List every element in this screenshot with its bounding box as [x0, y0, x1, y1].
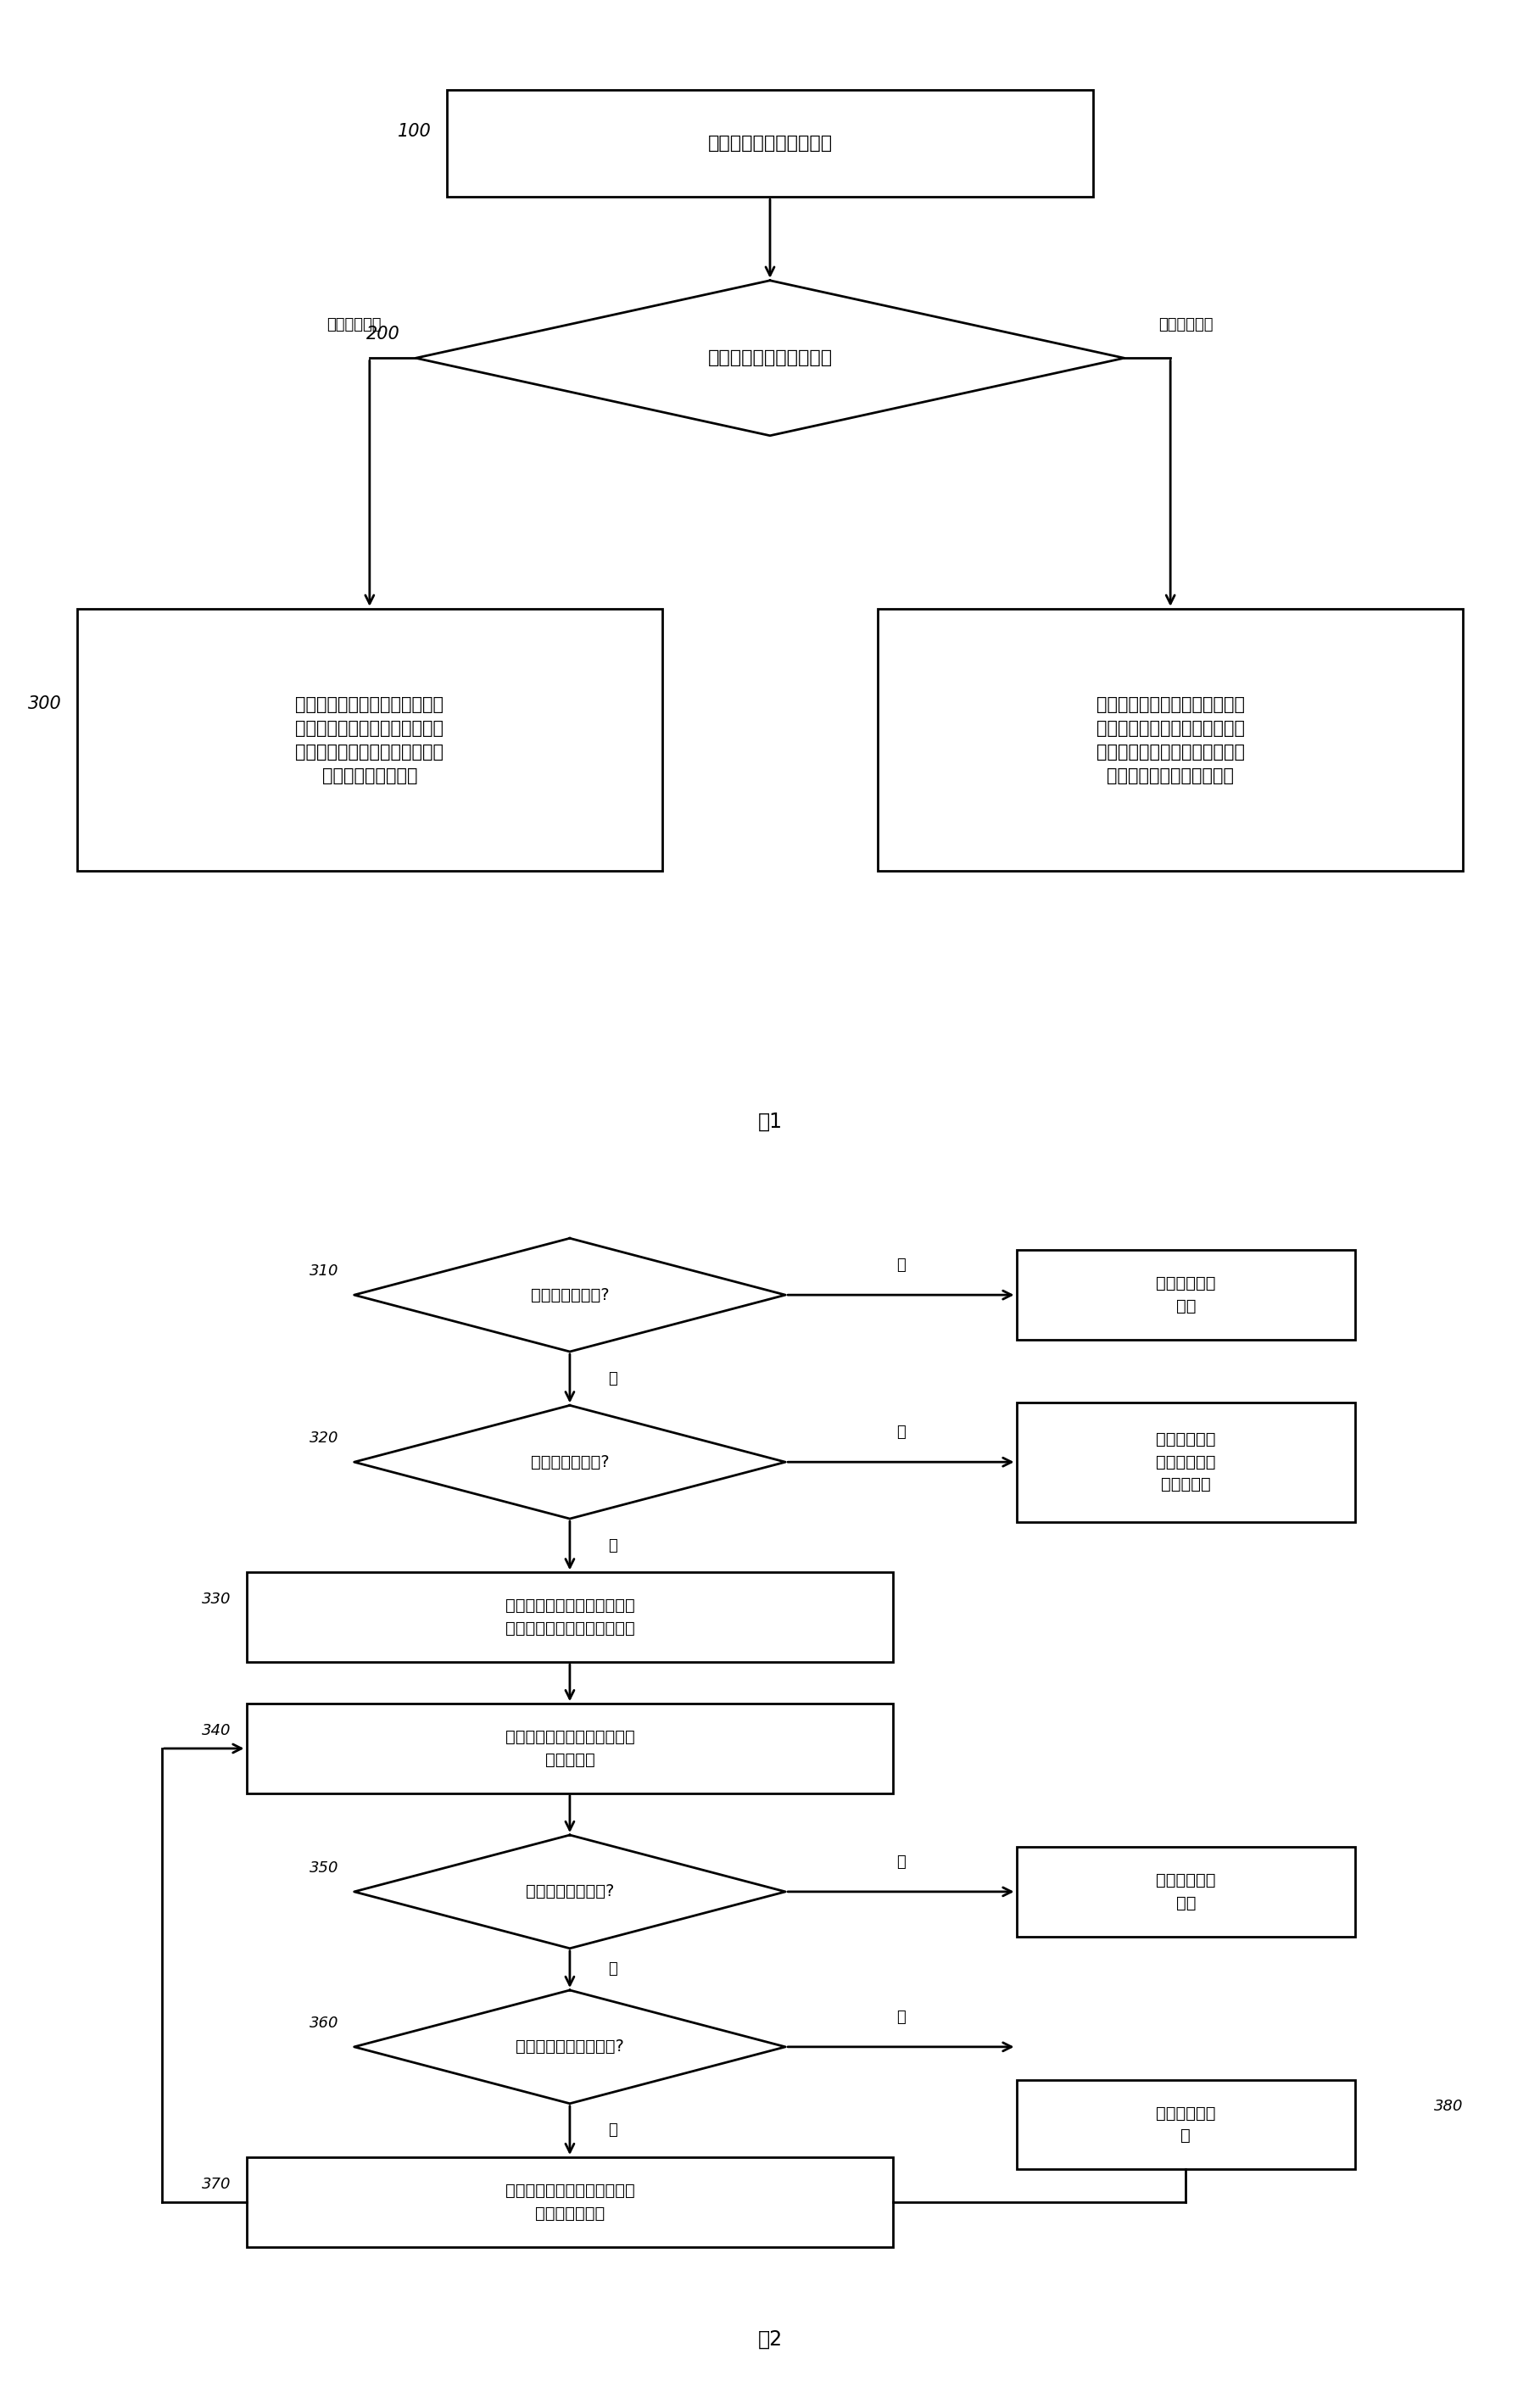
- Text: 已尝试过所有上层节点?: 已尝试过所有上层节点?: [516, 2038, 624, 2055]
- Polygon shape: [416, 279, 1124, 437]
- Bar: [246, 2158, 893, 2246]
- Text: 更新上行路由
表: 更新上行路由 表: [1157, 2105, 1215, 2144]
- Text: 节点检查该节点维护的上行路由
表并从中选择一个上层节点作为
中继节点，将存储的数据分组发
送给选中的上层节点: 节点检查该节点维护的上行路由 表并从中选择一个上层节点作为 中继节点，将存储的数…: [296, 697, 444, 783]
- Text: 340: 340: [202, 1723, 231, 1738]
- Text: 图2: 图2: [758, 2330, 782, 2349]
- Text: 节点检查上行路由表并从中选
择一个上层节点作为中继节点: 节点检查上行路由表并从中选 择一个上层节点作为中继节点: [505, 1597, 634, 1637]
- Text: 否: 否: [608, 2122, 618, 2139]
- Text: 节点检查该节点维护的下行路由
表并从中选取一条到达目的节点
的路径，节点沿着选中的路径将
数据分组发送给下一跳节点: 节点检查该节点维护的下行路由 表并从中选取一条到达目的节点 的路径，节点沿着选中…: [1096, 697, 1244, 783]
- Text: 380: 380: [1434, 2098, 1463, 2115]
- Text: 否: 否: [608, 1962, 618, 1976]
- Text: 360: 360: [310, 2015, 339, 2031]
- Text: 节点接收并保存数据分组: 节点接收并保存数据分组: [707, 134, 833, 153]
- Text: 来自下层节点: 来自下层节点: [326, 317, 382, 332]
- Text: 否: 否: [608, 1370, 618, 1387]
- Bar: [246, 1704, 893, 1793]
- Text: 330: 330: [202, 1592, 231, 1606]
- Text: 数据分组转发
完毕: 数据分组转发 完毕: [1157, 1871, 1215, 1912]
- Text: 200: 200: [367, 325, 400, 344]
- Polygon shape: [354, 1406, 785, 1518]
- Bar: [1016, 2079, 1355, 2170]
- Text: 节点向相应节
点或骨干网转
发数据分组: 节点向相应节 点或骨干网转 发数据分组: [1157, 1432, 1215, 1492]
- Text: 否: 否: [608, 1537, 618, 1554]
- Bar: [878, 609, 1463, 871]
- Text: 是: 是: [896, 1855, 906, 1869]
- Text: 节点判断数据分组的来源: 节点判断数据分组的来源: [707, 349, 833, 368]
- Text: 是: 是: [896, 1258, 906, 1272]
- Text: 350: 350: [310, 1859, 339, 1876]
- Text: 节点是目的节点?: 节点是目的节点?: [530, 1287, 610, 1303]
- Text: 300: 300: [28, 695, 62, 714]
- Bar: [246, 1573, 893, 1661]
- Text: 是: 是: [896, 2010, 906, 2024]
- Bar: [77, 609, 662, 871]
- Text: 数据分组发送成功?: 数据分组发送成功?: [525, 1883, 614, 1900]
- Text: 图1: 图1: [758, 1112, 782, 1131]
- Text: 将存储的数据分组发送给选中
的上层节点: 将存储的数据分组发送给选中 的上层节点: [505, 1728, 634, 1769]
- Text: 节点是固定节点?: 节点是固定节点?: [530, 1454, 610, 1470]
- Polygon shape: [354, 1991, 785, 2103]
- Bar: [447, 91, 1093, 198]
- Text: 是: 是: [896, 1425, 906, 1439]
- Text: 370: 370: [202, 2177, 231, 2191]
- Text: 320: 320: [310, 1430, 339, 1447]
- Polygon shape: [354, 1836, 785, 1948]
- Text: 310: 310: [310, 1263, 339, 1279]
- Text: 100: 100: [397, 122, 431, 141]
- Bar: [1016, 1251, 1355, 1339]
- Text: 数据分组转发
完毕: 数据分组转发 完毕: [1157, 1275, 1215, 1315]
- Text: 节点检查上行路由表并选择另
外一个上层节点: 节点检查上行路由表并选择另 外一个上层节点: [505, 2182, 634, 2222]
- Bar: [1016, 1848, 1355, 1936]
- Text: 来自上层节点: 来自上层节点: [1158, 317, 1214, 332]
- Bar: [1016, 1404, 1355, 1523]
- Polygon shape: [354, 1239, 785, 1351]
